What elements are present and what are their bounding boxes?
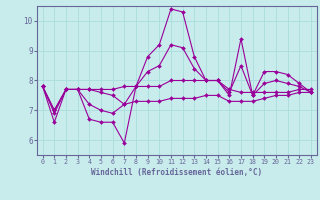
X-axis label: Windchill (Refroidissement éolien,°C): Windchill (Refroidissement éolien,°C) <box>91 168 262 177</box>
